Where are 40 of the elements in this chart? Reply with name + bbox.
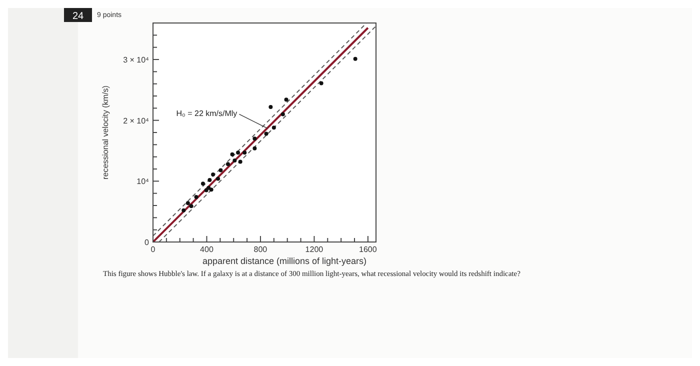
x-tick-label: 0: [150, 245, 156, 254]
point: [236, 150, 240, 155]
point: [194, 194, 198, 199]
point: [209, 188, 214, 192]
x-axis-title: apparent distance (millions of light-years): [202, 256, 367, 266]
y-axis-title: recessional velocity (km/s): [101, 85, 110, 180]
point: [226, 162, 230, 166]
y-tick-label: 10⁴: [136, 177, 150, 186]
point: [208, 178, 212, 182]
point: [264, 132, 268, 136]
point: [200, 182, 205, 186]
point: [232, 158, 237, 162]
x-tick-label: 1600: [359, 245, 378, 254]
point: [252, 136, 257, 141]
text: 24: [72, 11, 84, 22]
point: [230, 152, 234, 156]
point: [211, 172, 216, 176]
y-tick-label: 3 × 10⁴: [123, 56, 150, 64]
y-tick-label: 2 × 10⁴: [123, 116, 150, 126]
point: [284, 98, 288, 102]
point: [186, 201, 190, 206]
point: [218, 168, 223, 172]
y-tick-label: 0: [144, 238, 150, 247]
point: [268, 104, 273, 109]
point: [204, 188, 208, 192]
annotation: H₀ = 22 km/s/Mly: [176, 109, 238, 118]
point: [353, 56, 358, 61]
point: [319, 81, 324, 86]
point: [272, 126, 276, 130]
x-tick-label: 1200: [305, 245, 324, 254]
point: [242, 150, 247, 155]
point: [182, 208, 186, 212]
point: [189, 204, 194, 208]
point: [206, 186, 211, 190]
x-tick-label: 400: [200, 245, 214, 254]
point: [252, 146, 257, 150]
point: [216, 176, 220, 181]
point: [238, 160, 242, 164]
x-tick-label: 800: [254, 245, 268, 254]
point: [280, 112, 285, 116]
